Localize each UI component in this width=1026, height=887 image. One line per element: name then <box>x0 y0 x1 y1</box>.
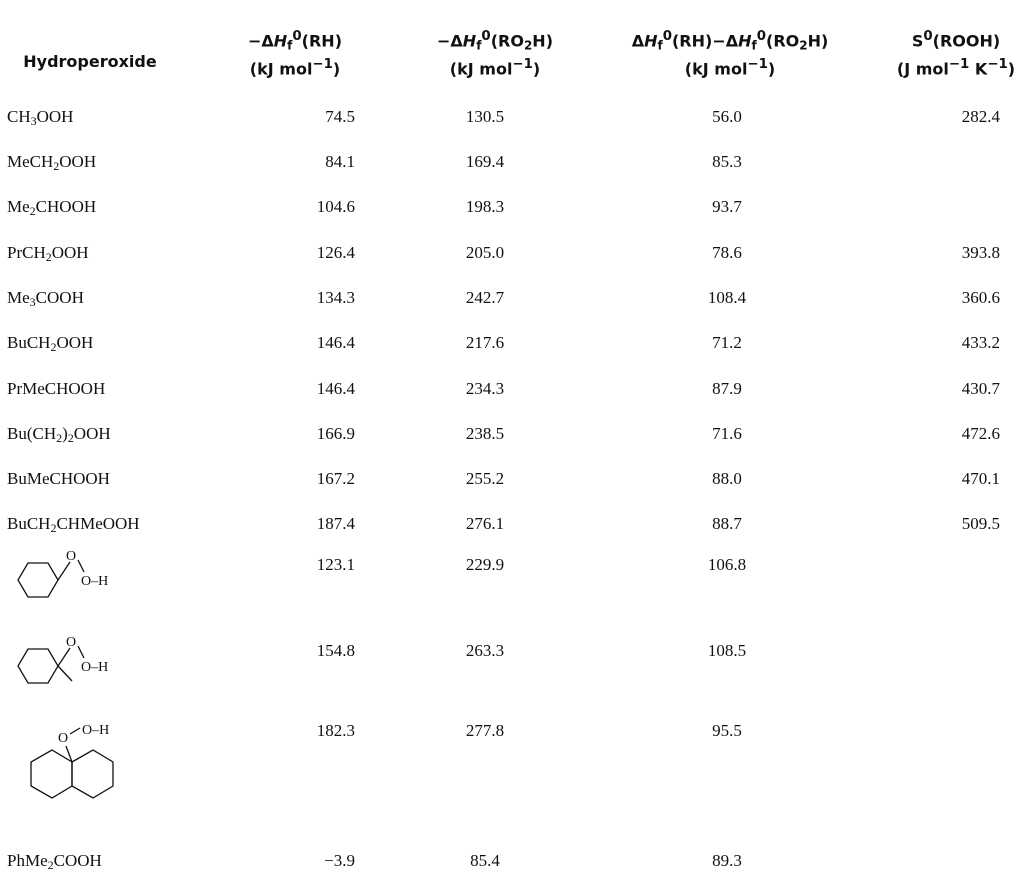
decalin-hydroperoxide-structure: O O–H <box>30 723 114 799</box>
cell-rh: 126.4 <box>316 243 355 262</box>
header-dhf-ro2h: −ΔHf0(RO2H) (kJ mol−1) <box>437 29 553 79</box>
cell-s0: 282.4 <box>961 107 1000 126</box>
cell-ro2h: 198.3 <box>465 197 505 216</box>
svg-text:O: O <box>66 635 76 650</box>
cell-diff: 88.0 <box>712 469 742 488</box>
cell-ro2h: 238.5 <box>465 424 505 443</box>
cell-diff: 56.0 <box>712 107 742 126</box>
cell-diff: 85.3 <box>712 152 742 171</box>
cell-diff: 78.6 <box>712 243 742 262</box>
cell-ro2h: 277.8 <box>465 721 505 740</box>
cell-rh: 182.3 <box>316 721 355 740</box>
cell-s0: 509.5 <box>961 514 1000 533</box>
row-name: BuCH2CHMeOOH <box>7 514 140 535</box>
cell-rh: 134.3 <box>316 288 355 307</box>
cell-ro2h: 276.1 <box>465 514 505 533</box>
row-name: BuCH2OOH <box>7 333 94 354</box>
cell-s0: 430.7 <box>961 379 1000 398</box>
header-hydroperoxide: Hydroperoxide <box>23 52 157 71</box>
cell-s0: 472.6 <box>961 424 1000 443</box>
cyclohexyl-hydroperoxide-structure: O O–H <box>17 549 108 598</box>
cell-diff: 87.9 <box>712 379 742 398</box>
cell-rh: −3.9 <box>324 851 355 870</box>
cell-rh: 166.9 <box>316 424 355 443</box>
cell-diff: 106.8 <box>707 555 747 574</box>
cell-s0: 433.2 <box>961 333 1000 352</box>
cell-rh: 84.1 <box>325 152 355 171</box>
cell-s0: 470.1 <box>961 469 1000 488</box>
cell-ro2h: 169.4 <box>465 152 505 171</box>
cell-ro2h: 255.2 <box>465 469 505 488</box>
row-name: PrCH2OOH <box>7 243 89 264</box>
cell-rh: 104.6 <box>316 197 355 216</box>
svg-text:O: O <box>66 549 76 564</box>
cell-ro2h: 217.6 <box>465 333 505 352</box>
row-name: PhMe2COOH <box>7 851 102 872</box>
cell-ro2h: 242.7 <box>465 288 505 307</box>
header-dhf-difference: ΔHf0(RH)−ΔHf0(RO2H) (kJ mol−1) <box>631 29 829 79</box>
cell-ro2h: 130.5 <box>465 107 505 126</box>
cell-diff: 71.2 <box>712 333 742 352</box>
cell-ro2h: 234.3 <box>465 379 505 398</box>
cell-rh: 154.8 <box>316 641 355 660</box>
header-dhf-rh: −ΔHf0(RH) (kJ mol−1) <box>247 29 343 79</box>
cell-diff: 108.4 <box>707 288 747 307</box>
cell-ro2h: 263.3 <box>465 641 505 660</box>
cell-diff: 89.3 <box>712 851 742 870</box>
cell-ro2h: 205.0 <box>465 243 505 262</box>
cell-diff: 93.7 <box>712 197 742 216</box>
cell-rh: 146.4 <box>316 333 355 352</box>
svg-text:O–H: O–H <box>81 574 108 589</box>
cell-s0: 360.6 <box>961 288 1000 307</box>
svg-text:O–H: O–H <box>81 660 108 675</box>
row-name: Me3COOH <box>7 288 84 309</box>
cell-diff: 88.7 <box>712 514 742 533</box>
row-name: CH3OOH <box>7 107 74 128</box>
cell-rh: 123.1 <box>316 555 355 574</box>
cell-diff: 95.5 <box>712 721 742 740</box>
row-name: BuMeCHOOH <box>7 469 110 488</box>
cell-ro2h: 85.4 <box>470 851 500 870</box>
cell-ro2h: 229.9 <box>465 555 505 574</box>
cell-rh: 187.4 <box>316 514 355 533</box>
row-name: MeCH2OOH <box>7 152 97 173</box>
row-name: Me2CHOOH <box>7 197 97 218</box>
cell-diff: 71.6 <box>712 424 742 443</box>
methylcyclohexyl-hydroperoxide-structure: O O–H <box>17 635 108 684</box>
svg-text:O–H: O–H <box>82 723 109 738</box>
cell-rh: 74.5 <box>325 107 355 126</box>
row-name: PrMeCHOOH <box>7 379 106 398</box>
cell-diff: 108.5 <box>707 641 747 660</box>
header-entropy: S0(ROOH) (J mol−1 K−1) <box>896 29 1016 79</box>
svg-text:O: O <box>58 731 68 746</box>
cell-rh: 146.4 <box>316 379 355 398</box>
row-name: Bu(CH2)2OOH <box>7 424 111 445</box>
cell-s0: 393.8 <box>961 243 1000 262</box>
cell-rh: 167.2 <box>316 469 355 488</box>
